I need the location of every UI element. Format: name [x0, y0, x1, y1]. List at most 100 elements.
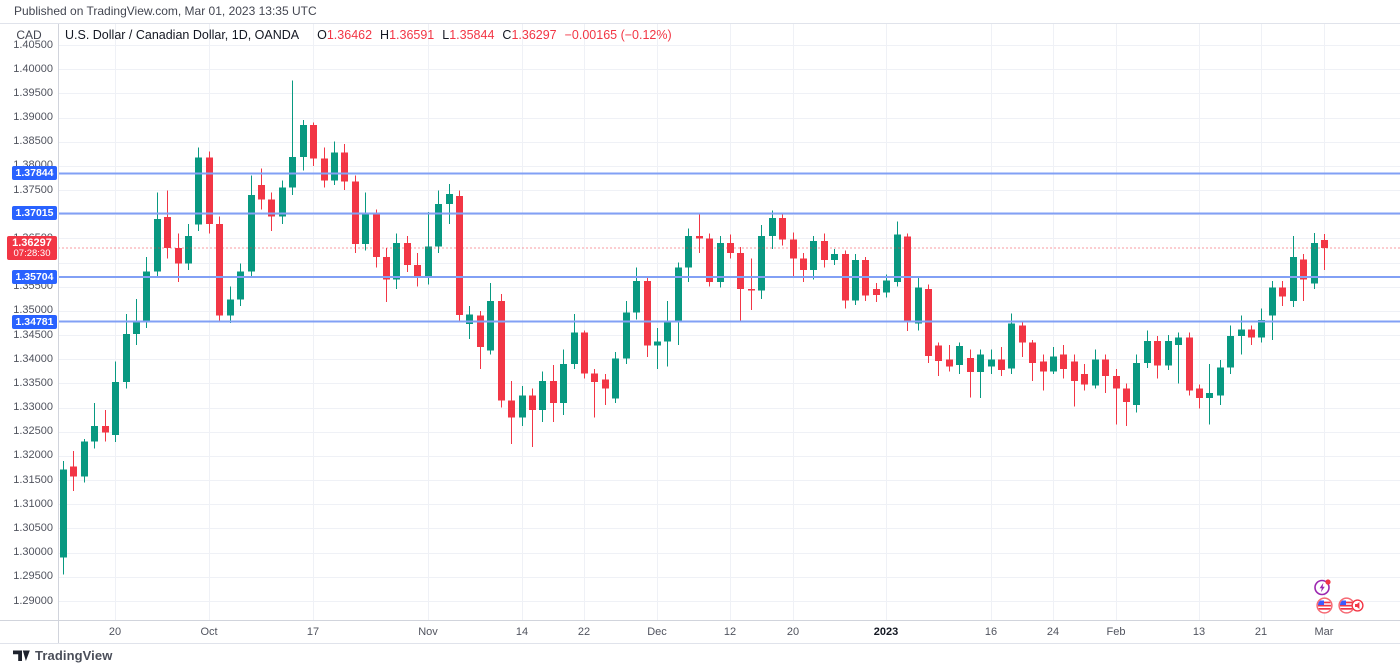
candle[interactable] [321, 147, 328, 188]
candle[interactable] [1071, 354, 1078, 407]
candle[interactable] [1196, 384, 1203, 409]
candle[interactable] [1123, 383, 1130, 426]
candle[interactable] [591, 368, 598, 418]
candle[interactable] [195, 147, 202, 232]
candle[interactable] [904, 233, 911, 332]
candle[interactable] [331, 141, 338, 186]
candle[interactable] [435, 190, 442, 253]
candle[interactable] [1258, 308, 1265, 343]
candle[interactable] [1113, 368, 1120, 425]
candle[interactable] [185, 223, 192, 270]
candle[interactable] [289, 80, 296, 195]
candle[interactable] [1311, 233, 1318, 290]
candle[interactable] [216, 216, 223, 321]
candle[interactable] [102, 410, 109, 442]
candle[interactable] [769, 210, 776, 250]
candle[interactable] [1175, 332, 1182, 384]
candle[interactable] [487, 282, 494, 355]
candle[interactable] [1081, 364, 1088, 391]
candle[interactable] [946, 344, 953, 372]
candle[interactable] [977, 349, 984, 398]
candle[interactable] [967, 349, 974, 398]
candle[interactable] [1279, 280, 1286, 307]
candle[interactable] [1092, 349, 1099, 389]
candle[interactable] [341, 144, 348, 191]
symbol-title[interactable]: U.S. Dollar / Canadian Dollar, 1D, OANDA [65, 28, 300, 42]
candle[interactable] [852, 253, 859, 306]
candle[interactable] [1050, 347, 1057, 374]
candle[interactable] [675, 262, 682, 345]
candle[interactable] [404, 235, 411, 273]
candle[interactable] [1133, 354, 1140, 413]
candle[interactable] [664, 301, 671, 367]
candle[interactable] [998, 347, 1005, 377]
candle[interactable] [446, 183, 453, 224]
candle[interactable] [81, 439, 88, 483]
candle[interactable] [1248, 325, 1255, 345]
candle[interactable] [1102, 354, 1109, 394]
candle[interactable] [123, 313, 130, 389]
candle[interactable] [373, 209, 380, 268]
candle[interactable] [268, 192, 275, 232]
candle[interactable] [623, 301, 630, 365]
candle[interactable] [414, 252, 421, 287]
candle[interactable] [612, 352, 619, 403]
candle[interactable] [279, 180, 286, 224]
candle[interactable] [831, 249, 838, 265]
candle[interactable] [248, 175, 255, 278]
candle[interactable] [1060, 344, 1067, 379]
candle[interactable] [758, 224, 765, 299]
candle[interactable] [581, 330, 588, 379]
candle[interactable] [1227, 325, 1234, 374]
candle[interactable] [873, 282, 880, 303]
candle[interactable] [842, 250, 849, 309]
candle[interactable] [1029, 339, 1036, 382]
candle[interactable] [737, 247, 744, 321]
candle[interactable] [717, 235, 724, 288]
candle[interactable] [988, 349, 995, 374]
us-flag-event-icon[interactable] [1316, 597, 1333, 614]
candle[interactable] [1186, 332, 1193, 396]
candle[interactable] [779, 214, 786, 246]
candle[interactable] [925, 284, 932, 364]
candle[interactable] [519, 385, 526, 426]
candle[interactable] [508, 381, 515, 444]
candle[interactable] [498, 293, 505, 408]
economic-event-icon[interactable] [1313, 578, 1332, 597]
candle[interactable] [810, 235, 817, 280]
candle[interactable] [237, 263, 244, 307]
candle[interactable] [425, 211, 432, 285]
candle[interactable] [91, 402, 98, 449]
candle[interactable] [393, 233, 400, 290]
level-price-label[interactable]: 1.34781 [12, 314, 57, 329]
candle[interactable] [706, 233, 713, 287]
candle[interactable] [633, 267, 640, 320]
level-price-label[interactable]: 1.37844 [12, 166, 57, 181]
candle[interactable] [383, 248, 390, 303]
candle[interactable] [258, 168, 265, 210]
candle[interactable] [571, 313, 578, 369]
candle[interactable] [362, 192, 369, 251]
candle[interactable] [654, 327, 661, 369]
candle[interactable] [748, 258, 755, 310]
candle[interactable] [1008, 313, 1015, 374]
level-price-label[interactable]: 1.37015 [12, 206, 57, 221]
candle[interactable] [477, 310, 484, 369]
candle[interactable] [456, 190, 463, 323]
candle[interactable] [821, 233, 828, 268]
candle[interactable] [644, 276, 651, 357]
candle[interactable] [539, 371, 546, 423]
candle[interactable] [1217, 360, 1224, 406]
candle[interactable] [466, 306, 473, 339]
candle[interactable] [685, 228, 692, 282]
candle[interactable] [1206, 364, 1213, 425]
candle[interactable] [154, 192, 161, 279]
candle[interactable] [112, 361, 119, 442]
candle[interactable] [1144, 330, 1151, 368]
candle[interactable] [1165, 335, 1172, 370]
candle[interactable] [227, 286, 234, 323]
candle[interactable] [602, 373, 609, 406]
candle[interactable] [70, 451, 77, 491]
level-price-label[interactable]: 1.35704 [12, 269, 57, 284]
